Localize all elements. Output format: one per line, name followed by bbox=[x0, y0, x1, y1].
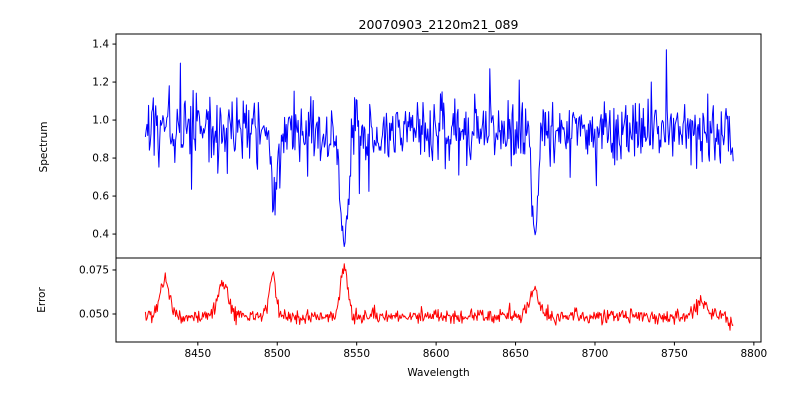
spectrum-y-tick-label: 0.6 bbox=[92, 191, 109, 203]
spectrum-y-tick-label: 1.0 bbox=[92, 115, 109, 127]
spectrum-y-tick-label: 0.4 bbox=[92, 229, 109, 241]
error-y-axis-label: Error bbox=[36, 287, 48, 313]
spectrum-y-tick-label: 0.8 bbox=[92, 153, 109, 165]
x-tick-label: 8500 bbox=[264, 348, 291, 360]
x-tick-label: 8700 bbox=[582, 348, 609, 360]
chart-title: 20070903_2120m21_089 bbox=[359, 17, 519, 32]
x-tick-label: 8600 bbox=[423, 348, 450, 360]
spectrum-y-axis-label: Spectrum bbox=[38, 122, 50, 173]
spectrum-data-line bbox=[144, 49, 734, 248]
error-axes-frame bbox=[115, 257, 762, 343]
x-tick-label: 8800 bbox=[740, 348, 767, 360]
error-y-tick-label: 0.050 bbox=[79, 309, 109, 321]
error-data-line bbox=[144, 263, 734, 331]
x-tick-label: 8650 bbox=[502, 348, 529, 360]
spectrum-y-tick-label: 1.4 bbox=[92, 39, 109, 51]
x-axis-label: Wavelength bbox=[407, 367, 469, 379]
error-y-tick-label: 0.075 bbox=[79, 264, 109, 276]
x-tick-label: 8450 bbox=[184, 348, 211, 360]
x-tick-label: 8550 bbox=[343, 348, 370, 360]
tick-layer: 8450 8500 8550 8600 8650 8700 8750 8800 0.4 0.6 0.… bbox=[79, 39, 767, 360]
spectrum-y-tick-label: 1.2 bbox=[92, 77, 109, 89]
x-tick-label: 8750 bbox=[661, 348, 688, 360]
